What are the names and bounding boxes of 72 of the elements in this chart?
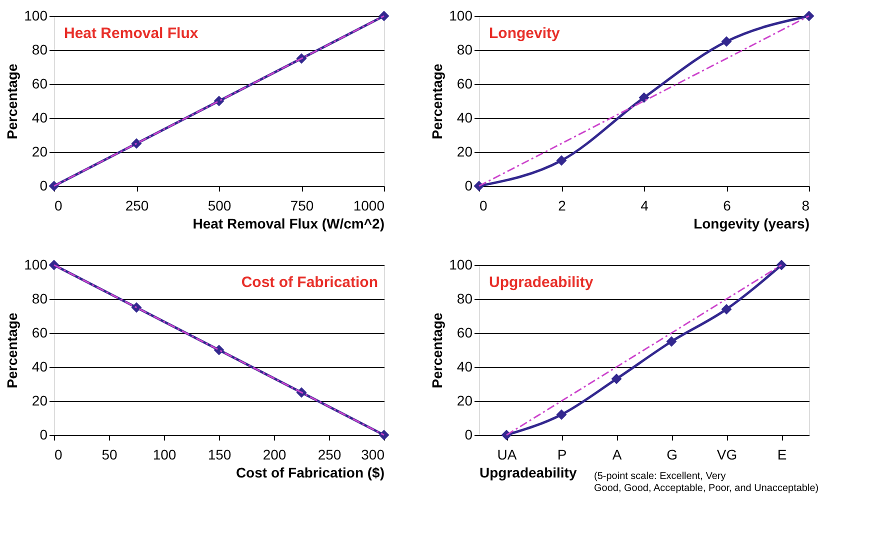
x-tick-label: 750: [290, 198, 314, 214]
x-tick-label: G: [666, 446, 678, 462]
text: (5-point scale: Excellent, Very Good, Good, Acceptable, Poor, and Unacceptable): [594, 471, 819, 494]
x-tick-label: 50: [102, 446, 118, 462]
y-tick-label: 40: [456, 358, 473, 374]
y-tick-label: 60: [456, 324, 473, 340]
x-axis-title: Longevity (years): [694, 216, 810, 232]
x-tick-label: 8: [802, 198, 810, 214]
x-tick-label: 250: [318, 446, 342, 462]
x-tick-label: 200: [262, 446, 286, 462]
y-axis-title: Percentage: [429, 64, 446, 140]
x-tick-label: 0: [480, 198, 488, 214]
point: [378, 10, 390, 22]
x-tick-label: A: [612, 446, 622, 462]
x-axis-title: Cost of Fabrication ($): [236, 464, 384, 480]
x-tick-label: UA: [497, 446, 518, 462]
point: [131, 138, 142, 149]
x-axis-title: Heat Removal Flux (W/cm^2): [192, 216, 384, 232]
x-tick-label: 0: [54, 198, 62, 214]
x-tick-label: 300: [361, 446, 385, 462]
y-tick-label: 60: [456, 76, 473, 92]
point: [556, 155, 567, 166]
y-axis-title: Percentage: [4, 312, 20, 388]
point: [666, 336, 677, 347]
x-tick-label: 150: [208, 446, 232, 462]
y-tick-label: 0: [464, 178, 473, 194]
y-tick-label: 40: [456, 110, 473, 126]
y-tick-label: 20: [32, 144, 48, 160]
y-tick-label: 0: [40, 426, 48, 442]
x-tick-label: 6: [723, 198, 732, 214]
x-tick-label: 250: [125, 198, 149, 214]
y-tick-label: 80: [32, 290, 48, 306]
x-tick-label: P: [557, 446, 567, 462]
point: [638, 92, 650, 103]
text: Longevity: [489, 25, 560, 42]
y-tick-label: 40: [32, 110, 48, 126]
point: [804, 10, 814, 22]
text: Cost of Fabrication: [241, 274, 378, 291]
x-tick-label: 100: [152, 446, 176, 462]
x-tick-label: 0: [54, 446, 62, 462]
x-tick-label: 2: [558, 198, 566, 214]
y-tick-label: 20: [456, 144, 473, 160]
y-tick-label: 100: [449, 8, 473, 24]
y-axis-title: Percentage: [4, 64, 20, 140]
point: [131, 302, 142, 313]
point: [556, 409, 567, 420]
y-tick-label: 40: [32, 358, 48, 374]
y-axis-title: Percentage: [429, 312, 446, 388]
y-tick-label: 20: [456, 392, 473, 408]
point: [721, 304, 732, 314]
point: [721, 36, 732, 47]
x-tick-label: 4: [640, 198, 649, 214]
point: [611, 374, 622, 384]
x-tick-label: VG: [716, 446, 738, 462]
text: Heat Removal Flux: [64, 25, 199, 42]
y-tick-label: 20: [32, 392, 48, 408]
point: [378, 430, 390, 440]
x-tick-label: E: [777, 446, 787, 462]
y-tick-label: 100: [449, 256, 473, 272]
y-tick-label: 100: [24, 256, 48, 272]
y-tick-label: 60: [32, 76, 48, 92]
y-tick-label: 60: [32, 324, 48, 340]
x-tick-label: 1000: [353, 198, 385, 214]
y-tick-label: 80: [456, 42, 473, 58]
x-tick-label: 500: [208, 198, 232, 214]
y-tick-label: 80: [32, 42, 48, 58]
x-axis-title: Upgradeability: [480, 464, 577, 480]
y-tick-label: 80: [456, 290, 473, 306]
text: Upgradeability: [489, 274, 594, 291]
y-tick-label: 100: [24, 8, 48, 24]
y-tick-label: 0: [464, 426, 473, 442]
y-tick-label: 0: [40, 178, 48, 194]
